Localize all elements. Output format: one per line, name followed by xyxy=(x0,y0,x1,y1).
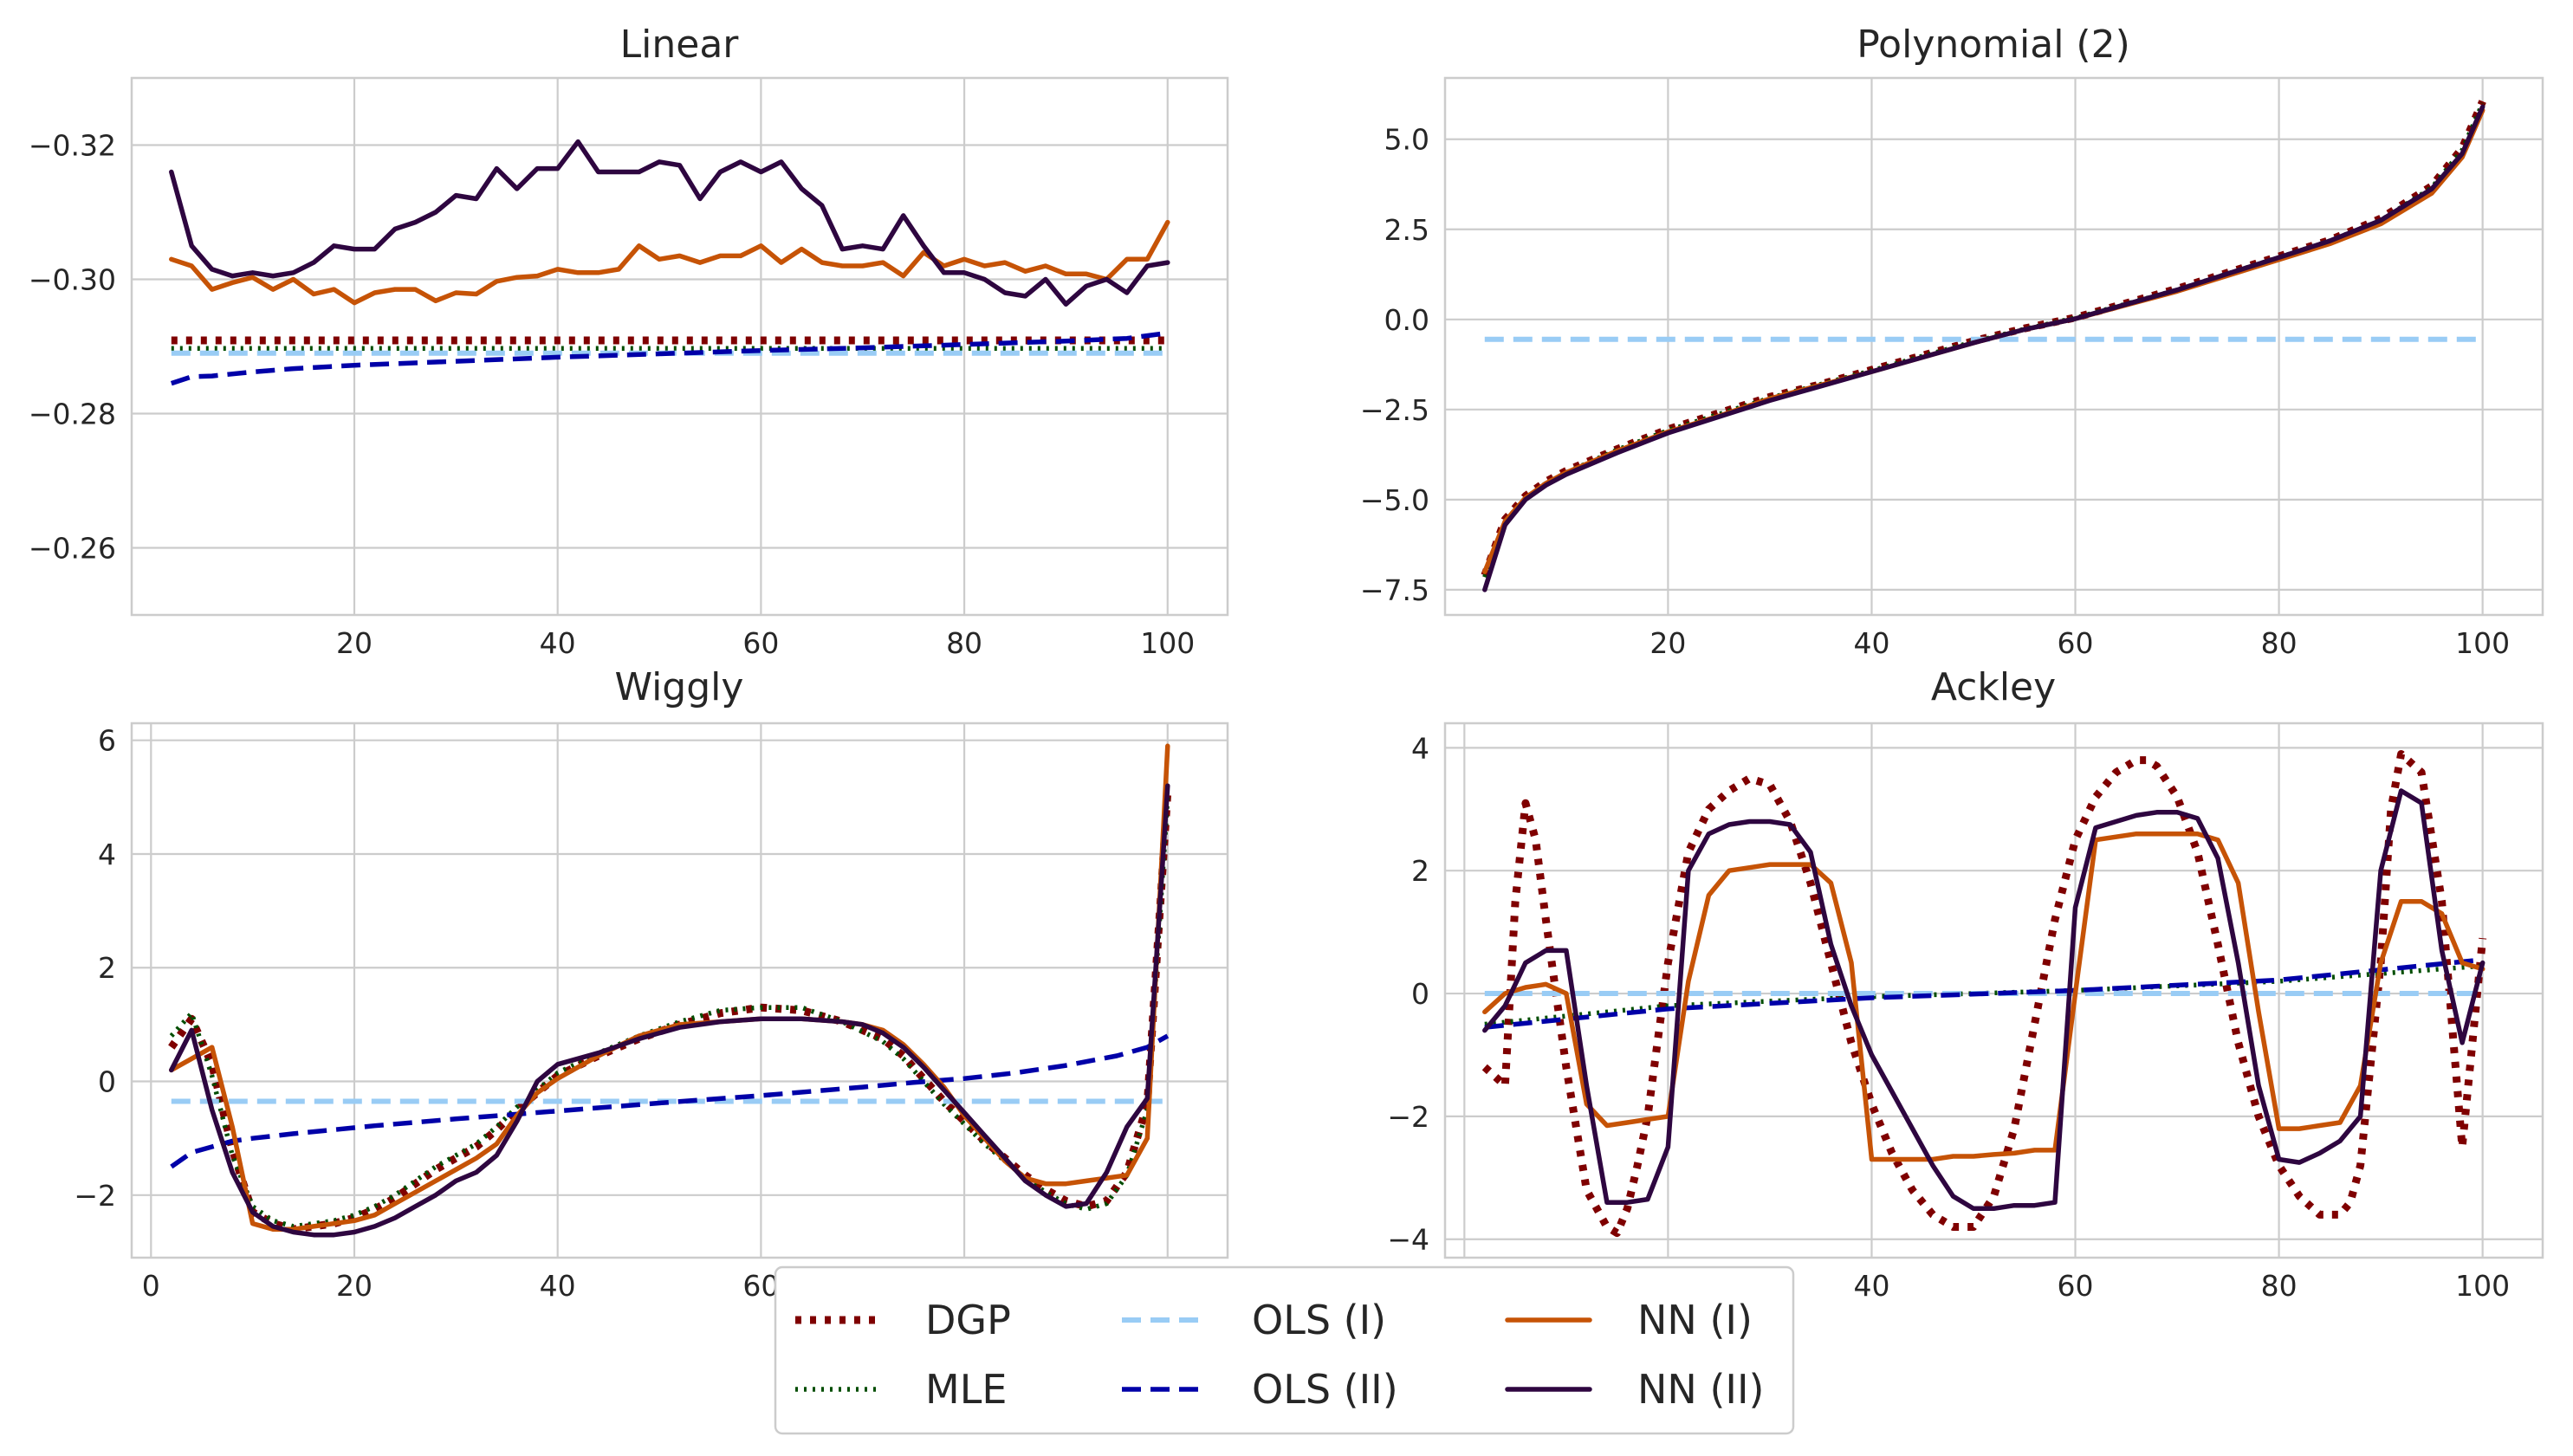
series-line-ols-ii xyxy=(1484,957,2483,1030)
series-line-nn-ii xyxy=(169,783,1170,1238)
x-tick-label: 60 xyxy=(2058,1269,2094,1303)
y-tick-label: −2 xyxy=(1387,1100,1429,1134)
series-line-nn-ii xyxy=(1482,788,2486,1212)
y-tick-label: −2.5 xyxy=(1360,393,1429,427)
x-tick-label: 100 xyxy=(1140,626,1195,660)
legend-label-nn-ii: NN (II) xyxy=(1637,1366,1764,1413)
x-tick-label: 40 xyxy=(540,1269,576,1303)
axes-frame xyxy=(1443,722,2544,1259)
x-tick-label: 0 xyxy=(142,1269,160,1303)
x-tick-label: 80 xyxy=(946,626,982,660)
y-tick-label: 5.0 xyxy=(1384,123,1429,157)
x-tick-label: 40 xyxy=(540,626,576,660)
series-line-ols-ii xyxy=(170,1033,1170,1169)
x-tick-label: 60 xyxy=(742,626,779,660)
x-tick-label: 80 xyxy=(2261,1269,2298,1303)
legend-label-mle: MLE xyxy=(925,1366,1007,1413)
x-tick-label: 80 xyxy=(2261,626,2298,660)
series-lines xyxy=(1481,750,2487,1238)
legend-label-nn-i: NN (I) xyxy=(1637,1297,1753,1343)
y-tick-label: 0 xyxy=(1411,977,1429,1011)
x-tick-label: 100 xyxy=(2455,1269,2510,1303)
series-line-nn-ii xyxy=(1482,104,2486,592)
legend-label-ols-ii: OLS (II) xyxy=(1252,1366,1398,1413)
x-tick-label: 60 xyxy=(742,1269,779,1303)
x-tick-label: 40 xyxy=(1853,1269,1889,1303)
tick-labels: 20 40 60 80 100 −7.5 −5.0 −2.5 0.0 2.5 5.0 xyxy=(1360,123,2510,660)
panel-title: Polynomial (2) xyxy=(1857,23,2130,67)
y-tick-label: −7.5 xyxy=(1360,573,1429,607)
x-tick-label: 20 xyxy=(1649,626,1686,660)
x-tick-label: 60 xyxy=(2058,626,2094,660)
x-tick-label: 20 xyxy=(336,626,373,660)
series-line-ols-ii xyxy=(170,330,1169,386)
axes-frame xyxy=(130,722,1229,1259)
panel-title: Linear xyxy=(620,23,740,67)
y-tick-label: 0 xyxy=(98,1065,116,1099)
y-tick-label: −0.32 xyxy=(29,129,116,163)
y-tick-label: 2.5 xyxy=(1384,213,1429,247)
y-tick-label: 4 xyxy=(98,838,116,871)
x-tick-label: 100 xyxy=(2455,626,2510,660)
grid-lines xyxy=(1445,78,2543,615)
legend-box xyxy=(774,1265,1795,1435)
series-line-nn-ii xyxy=(169,139,1170,307)
grid-lines xyxy=(132,723,1228,1258)
legend-label-ols-i: OLS (I) xyxy=(1252,1297,1386,1343)
panel-title: Ackley xyxy=(1931,665,2056,709)
y-tick-label: −0.30 xyxy=(29,263,116,297)
y-tick-label: 2 xyxy=(1411,854,1429,888)
y-tick-label: −5.0 xyxy=(1360,483,1429,517)
axes-frame xyxy=(130,76,1229,617)
panel-linear: 20 40 60 80 100 −0.26 −0.28 −0.30 −0.32 Linear xyxy=(29,23,1229,661)
series-lines xyxy=(1481,100,2486,592)
legend: DGP MLE OLS (I) OLS (II) NN (I) NN (II) xyxy=(774,1265,1795,1435)
y-tick-label: 4 xyxy=(1411,731,1429,765)
y-tick-label: 0.0 xyxy=(1384,303,1429,337)
series-line-nn-i xyxy=(169,219,1170,306)
y-tick-label: 6 xyxy=(98,724,116,758)
panel-title: Wiggly xyxy=(615,665,744,709)
x-tick-label: 20 xyxy=(336,1269,373,1303)
panel-polynomial: 20 40 60 80 100 −7.5 −5.0 −2.5 0.0 2.5 5.0 Polynom… xyxy=(1360,23,2544,660)
series-lines xyxy=(168,743,1172,1238)
y-tick-label: −0.26 xyxy=(29,532,116,566)
y-tick-label: 2 xyxy=(98,951,116,985)
x-tick-label: 40 xyxy=(1853,626,1889,660)
legend-entries: DGP MLE OLS (I) OLS (II) NN (I) NN (II) xyxy=(795,1297,1764,1413)
legend-label-dgp: DGP xyxy=(925,1297,1011,1343)
axes-frame xyxy=(1443,76,2544,617)
series-lines xyxy=(169,139,1170,386)
y-tick-label: −0.28 xyxy=(29,398,116,431)
y-tick-label: −2 xyxy=(74,1179,116,1213)
tick-labels: 20 40 60 80 100 −0.26 −0.28 −0.30 −0.32 xyxy=(29,129,1195,661)
y-tick-label: −4 xyxy=(1387,1223,1429,1257)
series-line-nn-i xyxy=(1482,831,2486,1162)
